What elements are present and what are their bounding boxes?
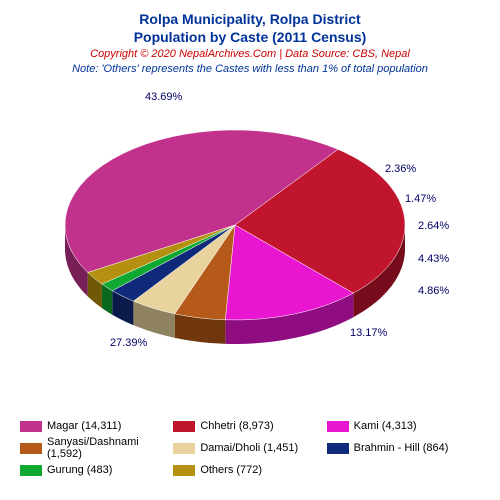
- legend-label: Others (772): [200, 464, 262, 476]
- legend-label: Chhetri (8,973): [200, 420, 273, 432]
- slice-pct-label: 1.47%: [405, 193, 436, 205]
- legend-item: Brahmin - Hill (864): [327, 436, 480, 460]
- legend-swatch: [173, 443, 195, 454]
- legend-item: Others (772): [173, 464, 326, 476]
- legend-item: Kami (4,313): [327, 420, 480, 432]
- legend-item: Chhetri (8,973): [173, 420, 326, 432]
- slice-pct-label: 43.69%: [145, 91, 182, 103]
- legend-swatch: [173, 421, 195, 432]
- pie-chart: 43.69% 27.39% 13.17% 4.86% 4.43% 2.64% 1.47% 2.…: [0, 85, 500, 365]
- slice-pct-label: 27.39%: [110, 337, 147, 349]
- legend-swatch: [20, 465, 42, 476]
- title-block: Rolpa Municipality, Rolpa District Popul…: [0, 0, 500, 75]
- legend-label: Gurung (483): [47, 464, 112, 476]
- legend-item: Sanyasi/Dashnami (1,592): [20, 436, 173, 460]
- note-text: Note: 'Others' represents the Castes wit…: [0, 63, 500, 75]
- legend-label: Brahmin - Hill (864): [354, 442, 449, 454]
- slice-pct-label: 4.43%: [418, 253, 449, 265]
- legend-label: Kami (4,313): [354, 420, 417, 432]
- slice-pct-label: 2.64%: [418, 220, 449, 232]
- title-line-1: Rolpa Municipality, Rolpa District: [0, 10, 500, 28]
- legend-item: Damai/Dholi (1,451): [173, 436, 326, 460]
- legend-swatch: [20, 443, 42, 454]
- legend: Magar (14,311) Chhetri (8,973) Kami (4,313…: [20, 420, 480, 480]
- legend-label: Damai/Dholi (1,451): [200, 442, 298, 454]
- legend-swatch: [327, 443, 349, 454]
- legend-label: Sanyasi/Dashnami (1,592): [47, 436, 173, 460]
- slice-pct-label: 4.86%: [418, 285, 449, 297]
- legend-label: Magar (14,311): [47, 420, 121, 432]
- title-line-2: Population by Caste (2011 Census): [0, 28, 500, 46]
- slice-pct-label: 2.36%: [385, 163, 416, 175]
- slice-pct-label: 13.17%: [350, 327, 387, 339]
- legend-item: Magar (14,311): [20, 420, 173, 432]
- legend-item: Gurung (483): [20, 464, 173, 476]
- legend-swatch: [20, 421, 42, 432]
- legend-swatch: [327, 421, 349, 432]
- legend-swatch: [173, 465, 195, 476]
- copyright-text: Copyright © 2020 NepalArchives.Com | Dat…: [0, 48, 500, 60]
